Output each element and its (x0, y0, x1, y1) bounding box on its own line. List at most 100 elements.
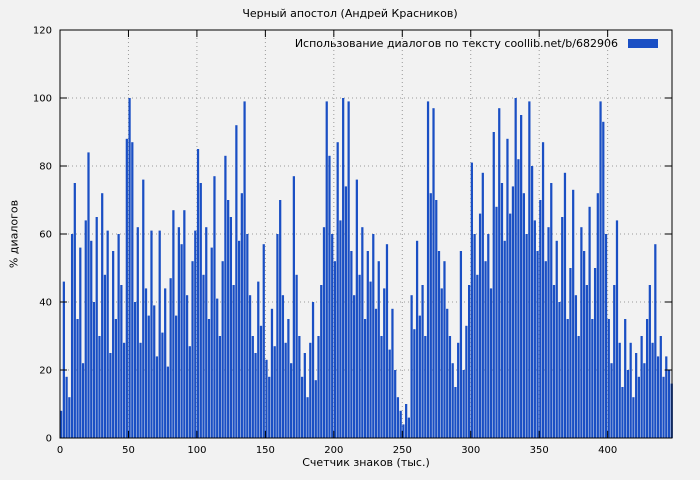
bar (235, 125, 238, 438)
bar (394, 370, 397, 438)
bar (410, 295, 413, 438)
bar (536, 251, 539, 438)
bar (125, 138, 128, 439)
bar (588, 206, 591, 438)
bar (344, 186, 348, 438)
bar (358, 274, 361, 438)
bar (385, 244, 389, 438)
bar (79, 247, 82, 438)
bar (120, 285, 123, 438)
bar (144, 288, 148, 438)
bar (391, 308, 394, 438)
bar (476, 274, 479, 438)
bar (325, 101, 328, 439)
bar (205, 227, 208, 438)
x-tick-label: 100 (187, 445, 206, 456)
bar (207, 319, 211, 438)
bar (166, 366, 170, 438)
bar (298, 336, 301, 438)
bar (194, 230, 197, 438)
bar (440, 288, 443, 438)
bar (525, 234, 528, 438)
bar (388, 349, 391, 438)
bar (232, 285, 235, 438)
bar (106, 230, 109, 438)
bar (73, 183, 76, 438)
bar (70, 234, 74, 438)
bar (287, 319, 290, 438)
bar (322, 227, 326, 438)
bar (136, 227, 139, 438)
bar (514, 98, 517, 438)
bar (303, 353, 306, 438)
bar (279, 200, 282, 438)
bar (276, 234, 279, 438)
bar (561, 217, 564, 438)
bar (662, 376, 665, 438)
bar (196, 149, 200, 438)
x-tick-label: 200 (324, 445, 343, 456)
bar (314, 380, 317, 438)
bar (377, 261, 380, 438)
bar (648, 285, 651, 438)
bar (640, 336, 643, 438)
bar (350, 251, 353, 438)
bar (251, 336, 254, 438)
bar (643, 363, 646, 438)
bar (347, 101, 350, 439)
bar (122, 342, 126, 438)
bar (563, 172, 567, 439)
bar (114, 319, 118, 438)
bar (60, 410, 63, 438)
bar (566, 319, 569, 438)
bar (383, 288, 386, 438)
bar (68, 397, 71, 438)
bar (550, 183, 553, 438)
bar (487, 234, 490, 438)
bar (248, 295, 252, 438)
bar (363, 319, 367, 438)
y-tick-label: 80 (39, 162, 52, 173)
bar (380, 336, 383, 438)
bar (457, 342, 460, 438)
bar (339, 220, 342, 438)
x-axis-title: Счетчик знаков (тыс.) (302, 456, 430, 469)
bar (131, 142, 134, 438)
bar (402, 424, 405, 438)
bar (596, 193, 599, 438)
bar (626, 370, 630, 438)
bar (117, 234, 120, 438)
bar (615, 220, 619, 438)
bar (583, 251, 586, 438)
bar (426, 101, 430, 439)
bar (654, 244, 657, 438)
bar (153, 305, 156, 438)
bar (629, 342, 632, 438)
bar (317, 336, 320, 438)
bar (284, 342, 287, 438)
bar (665, 356, 668, 438)
bar (139, 342, 142, 438)
bar (147, 315, 150, 438)
bar (76, 319, 79, 438)
bar (424, 336, 427, 438)
bar (199, 183, 202, 438)
bar (81, 363, 85, 438)
bar (273, 346, 276, 438)
bar (544, 261, 547, 438)
y-tick-label: 0 (46, 434, 52, 445)
bar (175, 315, 178, 438)
bar (585, 285, 588, 438)
bar (539, 200, 542, 438)
bar (435, 200, 438, 438)
bar (607, 319, 610, 438)
legend-label: Использование диалогов по тексту coollib… (294, 37, 618, 50)
bar (221, 261, 224, 438)
bar (500, 183, 504, 438)
bar (503, 240, 506, 438)
bar (142, 179, 145, 438)
bar (188, 346, 191, 438)
legend-swatch-icon (628, 39, 658, 48)
bar (465, 325, 468, 438)
